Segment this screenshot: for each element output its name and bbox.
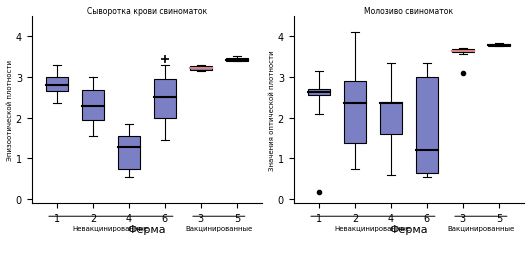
Title: Сыворотка крови свиноматок: Сыворотка крови свиноматок xyxy=(87,7,207,16)
FancyBboxPatch shape xyxy=(226,58,247,62)
Y-axis label: Значения оптической плотности: Значения оптической плотности xyxy=(269,50,275,170)
Text: Невакцинированные: Невакцинированные xyxy=(335,225,411,231)
FancyBboxPatch shape xyxy=(308,90,330,96)
X-axis label: Ферма: Ферма xyxy=(390,225,428,234)
Text: Вакцинированные: Вакцинированные xyxy=(185,225,252,231)
FancyBboxPatch shape xyxy=(380,103,401,134)
Y-axis label: Эпизоотической плотности: Эпизоотической плотности xyxy=(7,60,13,160)
Text: Невакцинированные: Невакцинированные xyxy=(73,225,149,231)
X-axis label: Ферма: Ферма xyxy=(127,225,166,234)
FancyBboxPatch shape xyxy=(118,136,140,169)
FancyBboxPatch shape xyxy=(82,90,104,120)
FancyBboxPatch shape xyxy=(46,77,67,92)
FancyBboxPatch shape xyxy=(416,77,438,173)
FancyBboxPatch shape xyxy=(190,67,212,70)
FancyBboxPatch shape xyxy=(344,82,366,143)
Title: Молозиво свиноматок: Молозиво свиноматок xyxy=(364,7,453,16)
Text: Вакцинированные: Вакцинированные xyxy=(447,225,515,231)
FancyBboxPatch shape xyxy=(488,45,510,47)
FancyBboxPatch shape xyxy=(154,80,176,118)
FancyBboxPatch shape xyxy=(452,50,474,53)
